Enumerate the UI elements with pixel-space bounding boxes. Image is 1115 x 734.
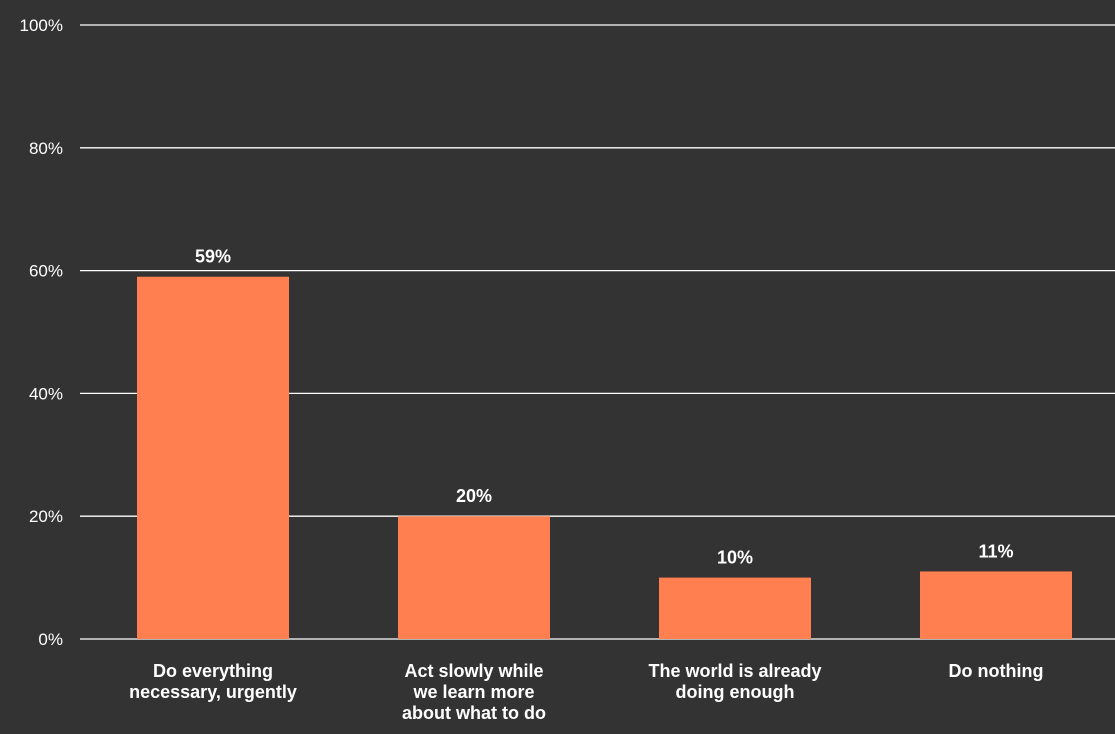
category-label-1: Act slowly while we learn more about what … — [402, 661, 546, 723]
bar-1 — [398, 516, 550, 639]
category-label-3-line-0: Do nothing — [949, 661, 1044, 681]
category-label-1-line-1: we learn more — [412, 682, 534, 702]
category-label-0-line-1: necessary, urgently — [129, 682, 297, 702]
category-labels: Do everything necessary, urgently Act slow… — [129, 661, 1043, 723]
y-axis-ticks: 0% 20% 40% 60% 80% 100% — [20, 16, 63, 649]
category-label-0-line-0: Do everything — [153, 661, 273, 681]
bar-2 — [659, 577, 811, 639]
y-tick-label-0: 0% — [38, 630, 63, 649]
data-label-0: 59% — [195, 247, 231, 267]
data-labels: 59% 20% 10% 11% — [195, 247, 1014, 568]
category-label-1-line-0: Act slowly while — [404, 661, 543, 681]
bar-0 — [137, 276, 289, 639]
category-label-2-line-1: doing enough — [676, 682, 795, 702]
category-label-2: The world is already doing enough — [648, 661, 821, 702]
y-tick-label-100: 100% — [20, 16, 63, 35]
data-label-2: 10% — [717, 548, 753, 568]
category-label-2-line-0: The world is already — [648, 661, 821, 681]
bars — [137, 276, 1072, 639]
category-label-3: Do nothing — [949, 661, 1044, 681]
category-label-1-line-2: about what to do — [402, 703, 546, 723]
data-label-1: 20% — [456, 486, 492, 506]
y-tick-label-60: 60% — [29, 262, 63, 281]
category-label-0: Do everything necessary, urgently — [129, 661, 297, 702]
y-tick-label-40: 40% — [29, 384, 63, 403]
data-label-3: 11% — [978, 541, 1013, 561]
y-tick-label-20: 20% — [29, 507, 63, 526]
y-tick-label-80: 80% — [29, 139, 63, 158]
bar-3 — [920, 571, 1072, 639]
